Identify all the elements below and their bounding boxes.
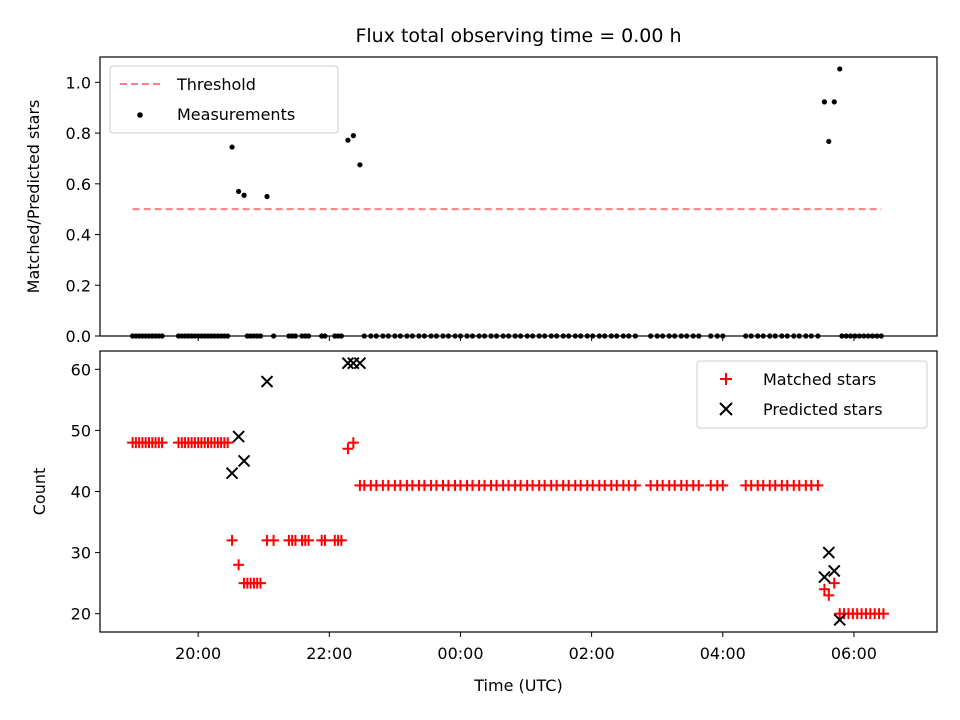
- matched-star-marker: [303, 534, 315, 546]
- predicted-star-marker: [828, 564, 841, 578]
- matched-star-marker: [233, 559, 245, 571]
- bottom-plot-area: [127, 357, 889, 626]
- bottom-panel: 20 30 40 50 60 20:00 22:00 00:00 02:00 04:00 06:0…: [30, 350, 938, 695]
- measurement-point: [229, 144, 235, 150]
- measurement-point: [236, 188, 242, 195]
- matched-star-marker: [629, 479, 641, 491]
- top-legend-box: [109, 65, 339, 134]
- top-y-tick-label: 0.6: [66, 175, 91, 194]
- legend-predicted-label: Predicted stars: [763, 400, 883, 419]
- x-tick-label: 02:00: [569, 644, 615, 663]
- predicted-star-marker: [232, 430, 245, 443]
- top-y-tick-label: 0.2: [66, 276, 91, 295]
- matched-star-marker: [693, 479, 705, 491]
- bottom-legend: Matched stars Predicted stars: [696, 360, 928, 429]
- bottom-y-tick-label: 20: [71, 605, 91, 624]
- matched-star-marker: [319, 534, 331, 546]
- bottom-x-axis: 20:00 22:00 00:00 02:00 04:00 06:00: [175, 632, 877, 663]
- bottom-y-tick-label: 60: [71, 360, 91, 379]
- x-tick-label: 06:00: [831, 644, 877, 663]
- matched-star-marker: [335, 534, 347, 546]
- bottom-y-axis-label: Count: [30, 468, 49, 516]
- predicted-star-marker: [818, 570, 831, 584]
- bottom-y-tick-label: 30: [71, 544, 91, 563]
- matched-star-marker: [156, 437, 168, 449]
- predicted-star-marker: [822, 546, 835, 559]
- measurement-point: [821, 99, 828, 105]
- top-x-ticks: [197, 336, 855, 341]
- top-panel: 0.0 0.2 0.4 0.6 0.8 1.0 Matched/Predicted sta…: [24, 56, 938, 346]
- top-y-axis-label: Matched/Predicted stars: [24, 100, 43, 294]
- predicted-star-marker: [833, 613, 846, 626]
- top-axes-frame: [99, 56, 938, 337]
- bottom-legend-box: [696, 360, 928, 429]
- matched-star-marker: [828, 577, 840, 589]
- matched-star-marker: [812, 479, 824, 491]
- predicted-star-marker: [225, 466, 239, 480]
- measurement-point: [826, 138, 832, 145]
- matched-star-marker: [823, 589, 835, 601]
- x-tick-label: 20:00: [175, 644, 221, 663]
- bottom-y-tick-label: 40: [71, 483, 91, 502]
- x-tick-label: 04:00: [700, 644, 746, 663]
- measurement-point: [241, 192, 247, 198]
- measurement-point: [350, 133, 356, 139]
- top-legend: Threshold Measurements: [109, 65, 339, 134]
- measurement-point: [357, 162, 363, 168]
- top-y-tick-label: 0.4: [66, 226, 91, 245]
- predicted-star-marker: [237, 454, 251, 468]
- legend-predicted-swatch: [719, 402, 733, 416]
- measurement-point: [345, 137, 351, 143]
- legend-matched-swatch: [720, 373, 732, 385]
- x-tick-label: 22:00: [306, 644, 352, 663]
- legend-measurements-swatch: [137, 112, 143, 118]
- matched-star-marker: [342, 443, 354, 455]
- x-axis-label: Time (UTC): [473, 676, 562, 695]
- x-tick-label: 00:00: [437, 644, 483, 663]
- measurement-point: [264, 193, 270, 200]
- bottom-y-tick-label: 50: [71, 421, 91, 440]
- matched-star-marker: [222, 437, 234, 449]
- predicted-star-marker: [341, 357, 355, 370]
- matched-star-marker: [818, 583, 830, 595]
- measurement-point: [831, 99, 837, 105]
- matched-star-marker: [226, 534, 238, 546]
- matched-star-marker: [347, 437, 359, 449]
- matched-star-marker: [254, 577, 266, 589]
- legend-measurements-label: Measurements: [177, 105, 295, 124]
- matched-star-marker: [268, 534, 280, 546]
- bottom-y-axis: 20 30 40 50 60: [71, 360, 100, 624]
- top-y-tick-label: 0.0: [66, 327, 91, 346]
- predicted-star-marker: [260, 375, 274, 388]
- top-y-tick-label: 1.0: [66, 73, 91, 92]
- legend-matched-label: Matched stars: [763, 370, 876, 389]
- legend-threshold-label: Threshold: [176, 75, 256, 94]
- top-chart-title: Flux total observing time = 0.00 h: [355, 25, 681, 47]
- predicted-star-marker: [353, 357, 367, 370]
- top-y-axis: 0.0 0.2 0.4 0.6 0.8 1.0: [66, 73, 100, 346]
- matched-star-marker: [877, 608, 889, 620]
- top-y-tick-label: 0.8: [66, 124, 91, 143]
- measurement-point: [837, 66, 843, 72]
- matched-star-marker: [717, 479, 729, 491]
